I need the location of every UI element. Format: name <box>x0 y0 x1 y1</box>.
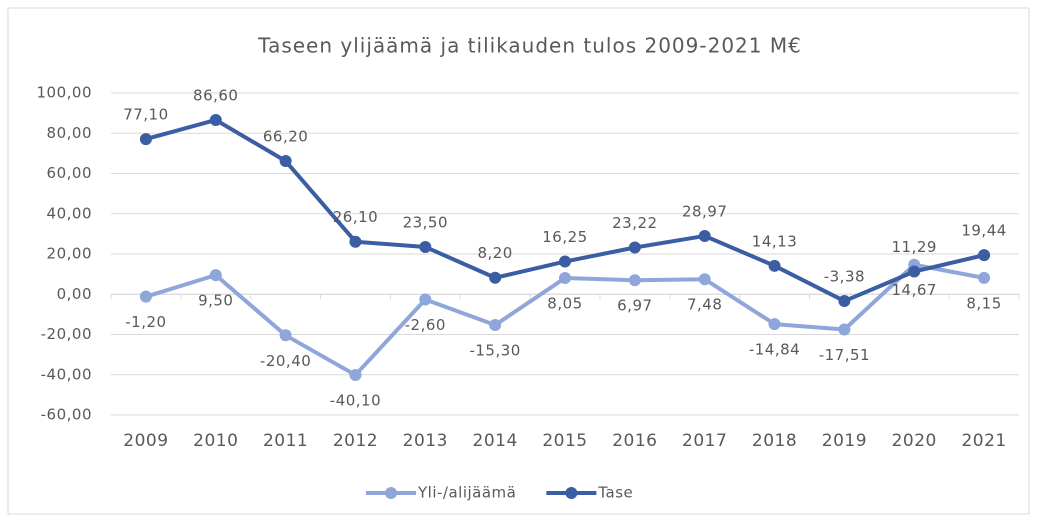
data-label: 14,67 <box>892 281 937 299</box>
y-tick-label: -60,00 <box>41 406 92 424</box>
data-point <box>628 274 641 287</box>
data-label: -15,30 <box>469 342 520 360</box>
y-tick-label: 0,00 <box>57 285 92 303</box>
chart-title: Taseen ylijäämä ja tilikauden tulos 2009… <box>257 34 802 58</box>
x-tick-label: 2012 <box>333 431 378 451</box>
data-point <box>489 319 502 332</box>
x-tick-label: 2020 <box>892 431 937 451</box>
data-label: 9,50 <box>198 292 233 310</box>
data-point <box>419 293 432 306</box>
data-label: 16,25 <box>542 228 587 246</box>
x-tick-label: 2013 <box>403 431 448 451</box>
y-tick-label: 100,00 <box>37 84 93 102</box>
data-label: 23,50 <box>403 213 448 231</box>
data-label: -2,60 <box>405 316 446 334</box>
data-label: 11,29 <box>892 238 937 256</box>
x-tick-label: 2009 <box>123 431 168 451</box>
legend-item: Tase <box>546 484 633 502</box>
chart-frame <box>7 7 1030 515</box>
data-point <box>139 133 152 146</box>
data-label: 7,48 <box>687 296 722 314</box>
legend-item: Yli-/alijäämä <box>366 484 516 502</box>
data-point <box>209 113 222 126</box>
data-label: 19,44 <box>961 222 1006 240</box>
data-point <box>978 249 991 262</box>
y-tick-label: 80,00 <box>47 124 92 142</box>
y-tick-label: 40,00 <box>47 204 92 222</box>
data-label: -40,10 <box>330 391 381 409</box>
data-label: 8,15 <box>966 294 1001 312</box>
y-tick-label: -40,00 <box>41 365 92 383</box>
y-tick-label: 20,00 <box>47 245 92 263</box>
data-label: -17,51 <box>819 346 870 364</box>
data-point <box>139 290 152 303</box>
data-point <box>489 271 502 284</box>
data-point <box>349 235 362 248</box>
y-tick-label: 60,00 <box>47 164 92 182</box>
y-tick-label: -20,00 <box>41 325 92 343</box>
data-point <box>209 269 222 282</box>
x-tick-label: 2014 <box>473 431 518 451</box>
data-label: -14,84 <box>749 341 800 359</box>
x-tick-label: 2019 <box>822 431 867 451</box>
x-tick-label: 2016 <box>612 431 657 451</box>
x-tick-label: 2018 <box>752 431 797 451</box>
data-label: 66,20 <box>263 128 308 146</box>
data-label: 77,10 <box>123 106 168 124</box>
data-point <box>559 255 571 268</box>
data-point <box>279 329 292 342</box>
data-point <box>698 273 711 286</box>
x-tick-label: 2017 <box>682 431 727 451</box>
data-point <box>349 368 362 381</box>
x-tick-label: 2010 <box>193 431 238 451</box>
data-point <box>698 229 711 242</box>
data-label: 14,13 <box>752 232 797 250</box>
x-tick-label: 2015 <box>542 431 587 451</box>
legend-marker <box>385 487 397 499</box>
data-point <box>768 259 781 272</box>
data-point <box>978 271 991 284</box>
data-point <box>559 272 571 285</box>
data-label: 28,97 <box>682 202 727 220</box>
legend-label: Tase <box>597 484 633 502</box>
data-point <box>419 240 432 253</box>
legend-label: Yli-/alijäämä <box>417 484 516 502</box>
data-point <box>279 155 292 168</box>
data-label: 8,05 <box>547 295 582 313</box>
data-point <box>908 265 921 278</box>
data-label: -20,40 <box>260 352 311 370</box>
data-label: 23,22 <box>612 214 657 232</box>
data-label: 86,60 <box>193 86 238 104</box>
data-label: 6,97 <box>617 297 652 315</box>
data-point <box>838 323 851 336</box>
data-label: 8,20 <box>477 244 512 262</box>
legend-marker <box>565 487 578 499</box>
data-point <box>628 241 641 254</box>
x-tick-label: 2021 <box>961 431 1006 451</box>
x-tick-label: 2011 <box>263 431 308 451</box>
data-point <box>838 295 851 308</box>
data-label: 26,10 <box>333 208 378 226</box>
data-label: -3,38 <box>824 268 865 286</box>
data-label: -1,20 <box>125 313 166 331</box>
data-point <box>768 318 781 331</box>
